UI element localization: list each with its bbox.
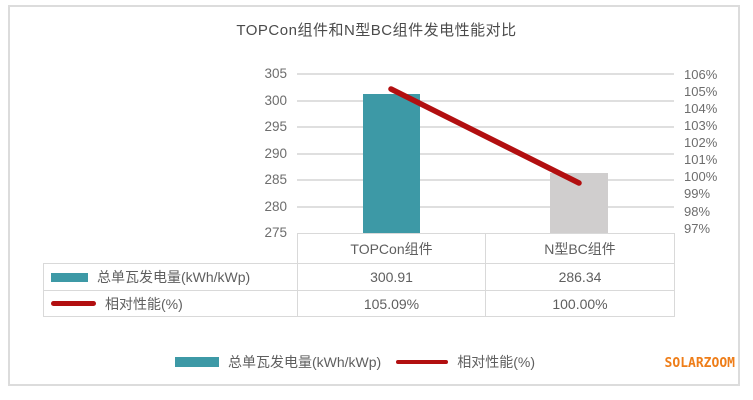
bar-topcon-module	[363, 94, 420, 233]
left-axis-tick: 305	[264, 66, 287, 81]
left-axis-tick: 280	[264, 199, 287, 214]
right-axis-tick: 103%	[684, 118, 718, 133]
right-axis-tick: 102%	[684, 135, 718, 150]
left-axis-tick: 295	[264, 119, 287, 134]
gridline	[297, 126, 674, 128]
right-axis-tick: 99%	[684, 186, 711, 201]
solarzoom-watermark: SOLARZOOM	[664, 356, 735, 371]
legend-bar-swatch-icon	[175, 357, 219, 367]
right-axis-tick: 98%	[684, 204, 711, 219]
chart-legend: 总单瓦发电量(kWh/kWp) 相对性能(%)	[0, 352, 710, 372]
table-cell-generation-nbc: 286.34	[485, 263, 675, 291]
plot-area	[297, 73, 674, 233]
gridline	[297, 206, 674, 208]
right-axis-tick: 106%	[684, 67, 718, 82]
right-axis-tick: 100%	[684, 169, 718, 184]
line-series-swatch-icon	[51, 301, 96, 306]
table-row-label-text: 总单瓦发电量(kWh/kWp)	[97, 269, 251, 285]
table-row-label-generation: 总单瓦发电量(kWh/kWp)	[43, 263, 298, 291]
gridline	[297, 73, 674, 75]
bar-series-swatch-icon	[51, 272, 88, 282]
relative-performance-line	[388, 86, 582, 186]
legend-line-swatch-icon	[396, 359, 449, 365]
left-axis-tick: 275	[264, 225, 287, 240]
right-axis-tick: 101%	[684, 152, 718, 167]
table-header-topcon: TOPCon组件	[297, 233, 486, 264]
left-axis-tick: 300	[264, 93, 287, 108]
gridline	[297, 179, 674, 181]
table-cell-performance-nbc: 100.00%	[485, 290, 675, 317]
left-axis-tick: 290	[264, 146, 287, 161]
legend-label-performance: 相对性能(%)	[457, 354, 535, 370]
table-cell-performance-topcon: 105.09%	[297, 290, 486, 317]
table-row-label-performance: 相对性能(%)	[43, 290, 298, 317]
right-axis-tick: 104%	[684, 101, 718, 116]
left-axis-tick: 285	[264, 172, 287, 187]
gridline	[297, 100, 674, 102]
legend-label-generation: 总单瓦发电量(kWh/kWp)	[228, 354, 382, 370]
table-header-nbc: N型BC组件	[485, 233, 675, 264]
table-row-label-text: 相对性能(%)	[105, 295, 183, 312]
right-axis-tick: 97%	[684, 221, 711, 236]
right-axis-tick: 105%	[684, 84, 718, 99]
chart-title: TOPCon组件和N型BC组件发电性能对比	[236, 22, 517, 39]
table-cell-generation-topcon: 300.91	[297, 263, 486, 291]
gridline	[297, 153, 674, 155]
